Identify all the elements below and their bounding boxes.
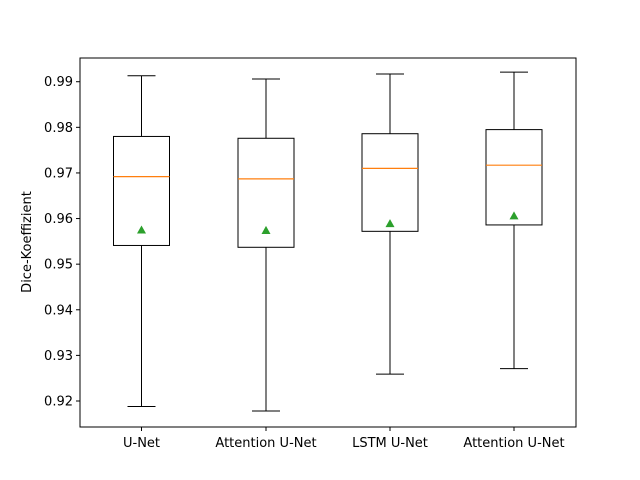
x-tick-label: Attention U-Net: [463, 436, 564, 451]
boxes-layer: [113, 71, 543, 412]
plot-frame: [79, 57, 577, 428]
x-axis: U-Net Attention U-Net LSTM U-Net Attention …: [123, 427, 565, 451]
y-tick-label: 0.98: [44, 121, 73, 136]
y-tick-label: 0.95: [44, 258, 73, 273]
iqr-box: [237, 137, 295, 248]
box-group: [237, 78, 295, 412]
y-tick-label: 0.93: [44, 349, 73, 364]
mean-marker: [509, 211, 519, 220]
x-tick-label: U-Net: [123, 436, 160, 451]
box-group: [485, 71, 543, 370]
box-group: [113, 75, 170, 407]
y-tick-label: 0.99: [44, 75, 73, 90]
x-tick-label: Attention U-Net: [215, 436, 316, 451]
y-tick-label: 0.94: [44, 303, 73, 318]
y-axis-label: Dice-Koeffizient: [20, 191, 35, 293]
y-tick-label: 0.96: [44, 212, 73, 227]
box-group: [361, 73, 419, 375]
mean-marker: [137, 225, 146, 234]
mean-marker: [261, 225, 271, 235]
y-tick-label: 0.97: [44, 166, 73, 181]
y-axis: 0.92 0.93 0.94 0.95 0.96 0.97 0.98 0.99: [44, 75, 80, 410]
x-tick-label: LSTM U-Net: [352, 436, 428, 451]
mean-marker: [385, 219, 395, 228]
iqr-box: [361, 133, 419, 232]
iqr-box: [485, 129, 543, 226]
iqr-box: [113, 135, 170, 246]
y-tick-label: 0.92: [44, 395, 73, 410]
